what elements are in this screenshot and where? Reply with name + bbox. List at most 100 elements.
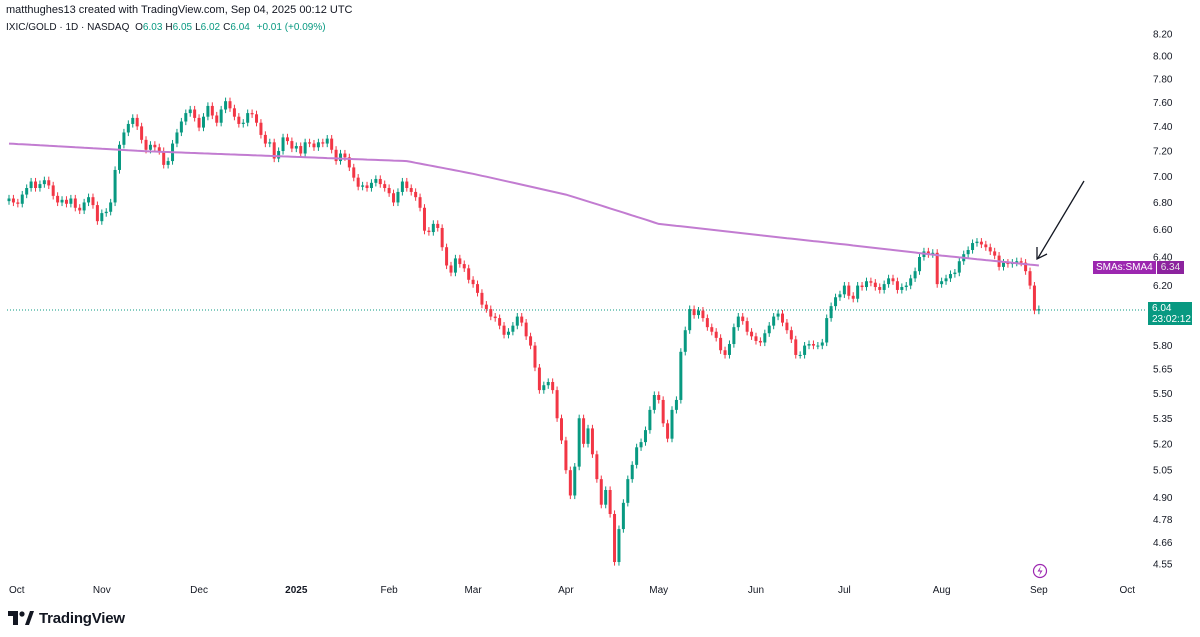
candle-body	[11, 198, 15, 203]
time-tick-label: Jun	[748, 585, 764, 596]
tradingview-logo[interactable]: TradingView	[8, 607, 125, 629]
candle-body	[864, 281, 868, 288]
candle-body	[657, 395, 661, 400]
candle-body	[679, 351, 683, 400]
candle-body	[789, 330, 793, 340]
attribution-text: matthughes13 created with TradingView.co…	[6, 4, 353, 16]
candle-body	[811, 344, 815, 346]
time-tick-label: Oct	[1119, 585, 1135, 596]
candle-body	[670, 409, 674, 439]
candle-body	[250, 113, 254, 115]
candle-body	[259, 122, 263, 135]
candle-body	[56, 195, 60, 203]
candle-body	[69, 198, 73, 204]
candle-body	[568, 470, 572, 496]
candle-body	[524, 322, 528, 337]
candle-body	[453, 258, 457, 273]
candle-body	[1028, 271, 1032, 286]
candle-body	[299, 146, 303, 154]
candle-body	[1032, 285, 1036, 311]
price-axis[interactable]: 8.20 8.00 7.80 7.60 7.40 7.20 7.00 6.80 6.60 6.40…	[1153, 30, 1173, 571]
candle-body	[20, 194, 24, 204]
candle-body	[652, 395, 656, 410]
candle-body	[856, 285, 860, 299]
candle-body	[542, 385, 546, 391]
candle-body	[1006, 262, 1010, 265]
candle-body	[312, 143, 316, 148]
candle-body	[878, 287, 882, 290]
candle-body	[7, 198, 11, 202]
candle-body	[502, 325, 506, 335]
candle-body	[776, 313, 780, 317]
candle-body	[913, 271, 917, 279]
time-tick-label: 2025	[285, 585, 308, 596]
candle-body	[648, 409, 652, 431]
candle-body	[232, 108, 236, 117]
candle-body	[361, 185, 365, 187]
symbol-legend[interactable]: IXIC/GOLD · 1D · NASDAQ O6.03 H6.05 L6.02 C…	[6, 22, 326, 33]
candle-body	[489, 309, 493, 317]
price-tick-label: 7.20	[1153, 147, 1173, 158]
sma-line	[8, 142, 1040, 267]
candle-body	[754, 336, 758, 341]
candle-body	[834, 297, 838, 307]
ohlc-values: O6.03 H6.05 L6.02 C6.04	[132, 22, 250, 33]
candle-body	[582, 418, 586, 444]
candle-body	[781, 313, 784, 323]
candle-body	[767, 325, 771, 334]
candle-body	[719, 337, 723, 351]
candle-body	[763, 333, 767, 343]
price-tick-label: 5.50	[1153, 389, 1173, 400]
candle-body	[471, 279, 475, 285]
candle-body	[966, 250, 970, 255]
candle-body	[113, 169, 117, 203]
time-tick-label: Feb	[381, 585, 399, 596]
candle-body	[87, 197, 91, 203]
candle-body	[60, 199, 64, 203]
candle-body	[988, 247, 992, 252]
candle-body	[166, 161, 170, 165]
candle-body	[975, 241, 979, 244]
time-tick-label: Nov	[93, 585, 111, 596]
candle-body	[352, 167, 356, 178]
candle-body	[246, 113, 250, 123]
ohlc-key: O	[135, 22, 143, 33]
candle-body	[555, 390, 559, 419]
price-tick-label: 5.20	[1153, 439, 1173, 450]
candle-body	[736, 316, 740, 328]
candle-body	[272, 142, 276, 159]
ohlc-value: 6.03	[142, 22, 163, 33]
candle-body	[803, 345, 807, 355]
candle-body	[617, 529, 621, 563]
ohlc-key: L	[195, 22, 201, 33]
candle-body	[25, 188, 29, 195]
time-axis[interactable]: Oct Nov Dec 2025 Feb Mar Apr May Jun Jul Aug Sep Oct	[9, 585, 1135, 596]
candle-body	[630, 464, 634, 480]
candle-body	[869, 281, 873, 283]
candle-body	[308, 142, 312, 144]
annotation-arrow[interactable]	[1036, 180, 1085, 261]
candle-body	[51, 185, 55, 196]
candle-body	[723, 350, 727, 355]
candle-body	[935, 252, 939, 285]
candle-body	[42, 180, 46, 185]
bolt-icon[interactable]	[1032, 563, 1048, 579]
candle-body	[705, 318, 709, 328]
candle-body	[900, 287, 904, 290]
candle-body	[1002, 262, 1005, 267]
candle-body	[551, 381, 555, 391]
candle-body	[957, 261, 961, 273]
candle-body	[860, 285, 864, 288]
symbol-name: IXIC/GOLD · 1D · NASDAQ	[6, 22, 130, 33]
candle-body	[940, 281, 944, 285]
candle-body	[785, 322, 789, 331]
price-tick-label: 6.60	[1153, 225, 1173, 236]
candle-body	[984, 244, 988, 248]
candle-body	[979, 241, 983, 245]
candle-body	[290, 141, 294, 149]
candle-body	[577, 418, 581, 467]
price-tick-label: 5.05	[1153, 466, 1173, 477]
candle-body	[838, 294, 842, 298]
candle-body	[506, 331, 510, 335]
